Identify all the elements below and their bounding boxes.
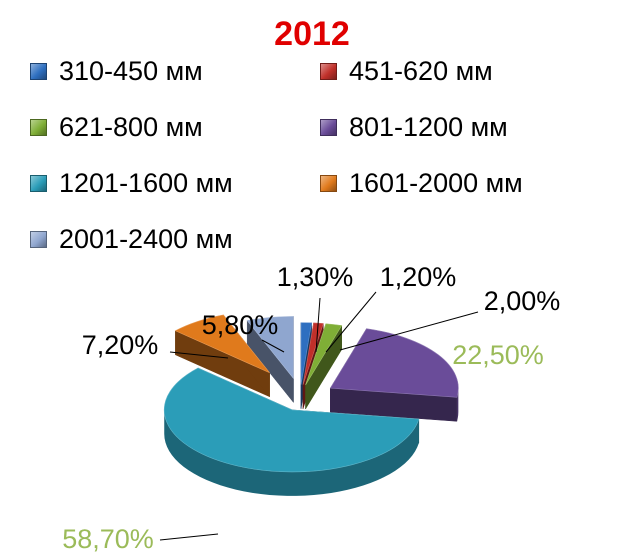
data-label-1201-1600: 58,70% [62, 524, 154, 554]
pie-slice-top-1601-2000 [174, 314, 270, 374]
data-label-621-800: 2,00% [484, 286, 561, 316]
legend-label-1201-1600: 1201-1600 мм [59, 167, 233, 198]
legend-item-2001-2400: 2001-2400 мм [30, 220, 233, 258]
data-label-451-620: 1,20% [380, 262, 457, 292]
pie-slice-1201-1600 [163, 367, 420, 496]
legend-label-2001-2400: 2001-2400 мм [59, 223, 233, 254]
legend-label-801-1200: 801-1200 мм [349, 111, 508, 142]
legend-swatch-310-450 [30, 62, 47, 80]
data-label-801-1200: 22,50% [452, 340, 544, 370]
legend-item-451-620: 451-620 мм [320, 52, 493, 90]
legend-swatch-801-1200 [320, 118, 337, 136]
pie-slice-top-621-800 [305, 323, 343, 386]
legend-item-1601-2000: 1601-2000 мм [320, 164, 523, 202]
pie-slice-1601-2000 [174, 314, 270, 398]
pie-data-labels: 1,30% 1,20% 2,00% 22,50% 58,70% 7,20% 5,80% [62, 262, 560, 554]
legend-label-451-620: 451-620 мм [349, 55, 493, 86]
legend-item-621-800: 621-800 мм [30, 108, 203, 146]
leader-line-621-800 [339, 311, 479, 351]
leader-line-1601-2000 [169, 351, 229, 359]
leader-line-451-620 [325, 291, 377, 353]
pie-slice-621-800 [305, 323, 343, 410]
chart-title: 2012 [274, 15, 350, 53]
leader-line-1201-1600 [159, 533, 219, 541]
data-label-310-450: 1,30% [277, 262, 354, 292]
data-label-1601-2000: 7,20% [82, 330, 159, 360]
legend-swatch-1201-1600 [30, 174, 47, 192]
pie-slice-top-2001-2400 [246, 316, 294, 380]
legend-swatch-2001-2400 [30, 230, 47, 248]
legend-swatch-1601-2000 [320, 174, 337, 192]
pie-slices [163, 314, 459, 496]
legend-swatch-451-620 [320, 62, 337, 80]
legend-item-801-1200: 801-1200 мм [320, 108, 508, 146]
pie-slice-801-1200 [329, 327, 459, 422]
pie-slice-top-1201-1600 [163, 367, 420, 473]
pie-slice-side-1201-1600 [164, 409, 419, 496]
pie-slice-top-310-450 [300, 322, 312, 385]
legend-item-310-450: 310-450 мм [30, 52, 203, 90]
pie-slice-top-801-1200 [329, 328, 459, 398]
legend-label-310-450: 310-450 мм [59, 55, 203, 86]
leader-line-310-450 [315, 297, 321, 353]
legend-label-621-800: 621-800 мм [59, 111, 203, 142]
leader-line-2001-2400 [261, 339, 285, 353]
legend-item-1201-1600: 1201-1600 мм [30, 164, 233, 202]
legend-swatch-621-800 [30, 118, 47, 136]
legend-label-1601-2000: 1601-2000 мм [349, 167, 523, 198]
data-label-2001-2400: 5,80% [202, 310, 279, 340]
